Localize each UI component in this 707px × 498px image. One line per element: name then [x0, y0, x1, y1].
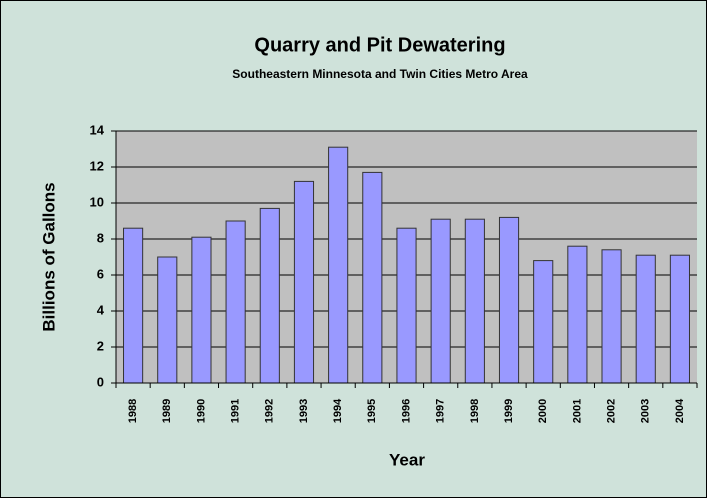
y-tick-label: 14 — [90, 122, 105, 137]
bar — [601, 249, 622, 384]
bar — [293, 180, 315, 384]
bar — [328, 146, 349, 384]
x-tick-label: 2004 — [674, 398, 686, 423]
chart-title: Quarry and Pit Dewatering — [254, 34, 505, 56]
x-tick-label: 1991 — [230, 399, 242, 423]
chart-subtitle: Southeastern Minnesota and Twin Cities M… — [232, 67, 528, 81]
x-tick-label: 1994 — [332, 398, 344, 423]
bar — [362, 171, 383, 384]
x-tick-label: 1998 — [469, 399, 481, 423]
y-tick-label: 8 — [97, 230, 104, 245]
x-tick-label: 1996 — [400, 399, 412, 423]
x-tick-label: 1992 — [264, 399, 276, 423]
x-tick-label: 1988 — [127, 399, 139, 423]
y-tick-label: 6 — [97, 266, 104, 281]
bar — [123, 227, 144, 384]
x-tick-label: 1997 — [435, 399, 447, 423]
x-tick-label: 1995 — [366, 399, 378, 423]
x-tick-label: 2002 — [605, 399, 617, 423]
bar — [225, 220, 246, 384]
bar — [191, 236, 212, 384]
bar — [635, 254, 656, 384]
x-tick-label: 1993 — [298, 399, 310, 423]
bar — [157, 256, 178, 384]
y-tick-label: 10 — [90, 194, 104, 209]
x-tick-label: 2000 — [537, 399, 549, 423]
y-tick-label: 12 — [90, 158, 104, 173]
bar — [430, 218, 451, 384]
y-axis-label: Billions of Gallons — [39, 182, 58, 331]
x-tick-label: 1990 — [195, 399, 207, 423]
y-tick-label: 4 — [97, 302, 105, 317]
bar — [567, 245, 588, 384]
bar — [533, 260, 554, 384]
x-tick-label: 1989 — [161, 399, 173, 423]
bar — [498, 216, 520, 384]
bar — [464, 218, 485, 384]
bar — [396, 227, 417, 384]
x-tick-label: 2003 — [640, 399, 652, 423]
bar — [669, 254, 690, 384]
bar — [259, 207, 280, 384]
x-tick-label: 2001 — [571, 399, 583, 423]
x-axis-label: Year — [389, 450, 425, 469]
x-tick-label: 1999 — [503, 399, 515, 423]
y-tick-label: 0 — [97, 374, 104, 389]
y-tick-label: 2 — [97, 338, 104, 353]
